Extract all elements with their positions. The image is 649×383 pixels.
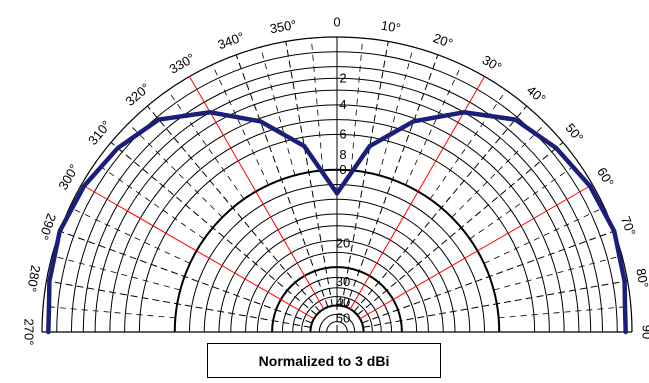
angle-tick-label: 330° bbox=[167, 50, 198, 76]
radial-tick-label: 20 bbox=[336, 236, 350, 251]
pattern-tail-left bbox=[46, 304, 52, 335]
spoke-highlight bbox=[81, 184, 315, 320]
spoke bbox=[363, 280, 628, 328]
angle-tick-label: 290° bbox=[36, 211, 59, 241]
polar-spokes bbox=[43, 37, 631, 332]
radiation-pattern bbox=[46, 110, 628, 335]
spoke bbox=[353, 105, 528, 312]
angle-tick-label: 0 bbox=[333, 14, 340, 29]
spoke-minor bbox=[95, 162, 205, 240]
spoke-minor bbox=[350, 38, 364, 171]
normalization-caption: Normalized to 3 dBi bbox=[207, 343, 441, 378]
caption-text: Normalized to 3 dBi bbox=[258, 352, 390, 369]
radial-tick-label: 2 bbox=[339, 70, 346, 85]
spoke bbox=[46, 280, 311, 328]
spoke-highlight bbox=[189, 76, 325, 310]
angle-tick-label: 340° bbox=[216, 29, 246, 52]
spoke bbox=[361, 230, 615, 324]
angle-tick-label: 90 bbox=[640, 325, 649, 339]
spoke-minor bbox=[378, 46, 414, 176]
radial-tick-label: 6 bbox=[339, 126, 346, 141]
angle-tick-label: 50° bbox=[562, 120, 586, 145]
angle-tick-label: 70° bbox=[618, 214, 639, 238]
spoke bbox=[235, 54, 329, 308]
angle-tick-label: 270° bbox=[22, 319, 37, 346]
spoke-minor bbox=[167, 90, 245, 200]
radial-tick-label: 30 bbox=[336, 274, 350, 289]
angle-tick-label: 60° bbox=[594, 165, 617, 190]
angle-tick-label: 30° bbox=[480, 52, 505, 75]
spoke bbox=[285, 41, 333, 306]
angle-tick-label: 40° bbox=[524, 82, 549, 106]
spoke-minor bbox=[405, 64, 463, 186]
spoke-minor bbox=[469, 162, 579, 240]
radial-tick-label: 8 bbox=[339, 147, 346, 162]
spoke-minor bbox=[451, 123, 546, 218]
spoke-minor bbox=[128, 123, 223, 218]
spoke-minor bbox=[483, 206, 605, 264]
spoke-highlight bbox=[359, 184, 593, 320]
radial-tick-label: 4 bbox=[339, 97, 346, 112]
angle-tick-label: 80° bbox=[633, 267, 649, 289]
spoke bbox=[341, 41, 389, 306]
grid-ring bbox=[326, 321, 348, 333]
radial-tick-label: 0 bbox=[339, 162, 346, 177]
spoke bbox=[357, 141, 564, 316]
spoke-minor bbox=[43, 305, 176, 319]
radial-tick-label: 50 bbox=[336, 311, 350, 326]
spoke-minor bbox=[51, 255, 181, 291]
angle-tick-label: 300° bbox=[55, 162, 81, 193]
spoke-minor bbox=[69, 206, 191, 264]
spoke-minor bbox=[498, 305, 631, 319]
spoke-highlight bbox=[349, 76, 485, 310]
angle-tick-label: 10° bbox=[380, 18, 402, 36]
spoke-minor bbox=[260, 46, 296, 176]
pattern-line bbox=[46, 110, 628, 310]
angle-tick-label: 20° bbox=[431, 30, 455, 51]
spoke-minor bbox=[429, 90, 507, 200]
spoke bbox=[110, 141, 317, 316]
spoke bbox=[146, 105, 321, 312]
pattern-tail-right bbox=[622, 304, 628, 335]
spoke bbox=[59, 230, 313, 324]
spoke-minor bbox=[211, 64, 269, 186]
spoke bbox=[345, 54, 439, 308]
spoke-minor bbox=[493, 255, 623, 291]
spoke-minor bbox=[310, 38, 324, 171]
angle-tick-label: 280° bbox=[24, 264, 43, 293]
angle-tick-label: 350° bbox=[269, 17, 298, 36]
radial-tick-label: 40 bbox=[336, 295, 350, 310]
